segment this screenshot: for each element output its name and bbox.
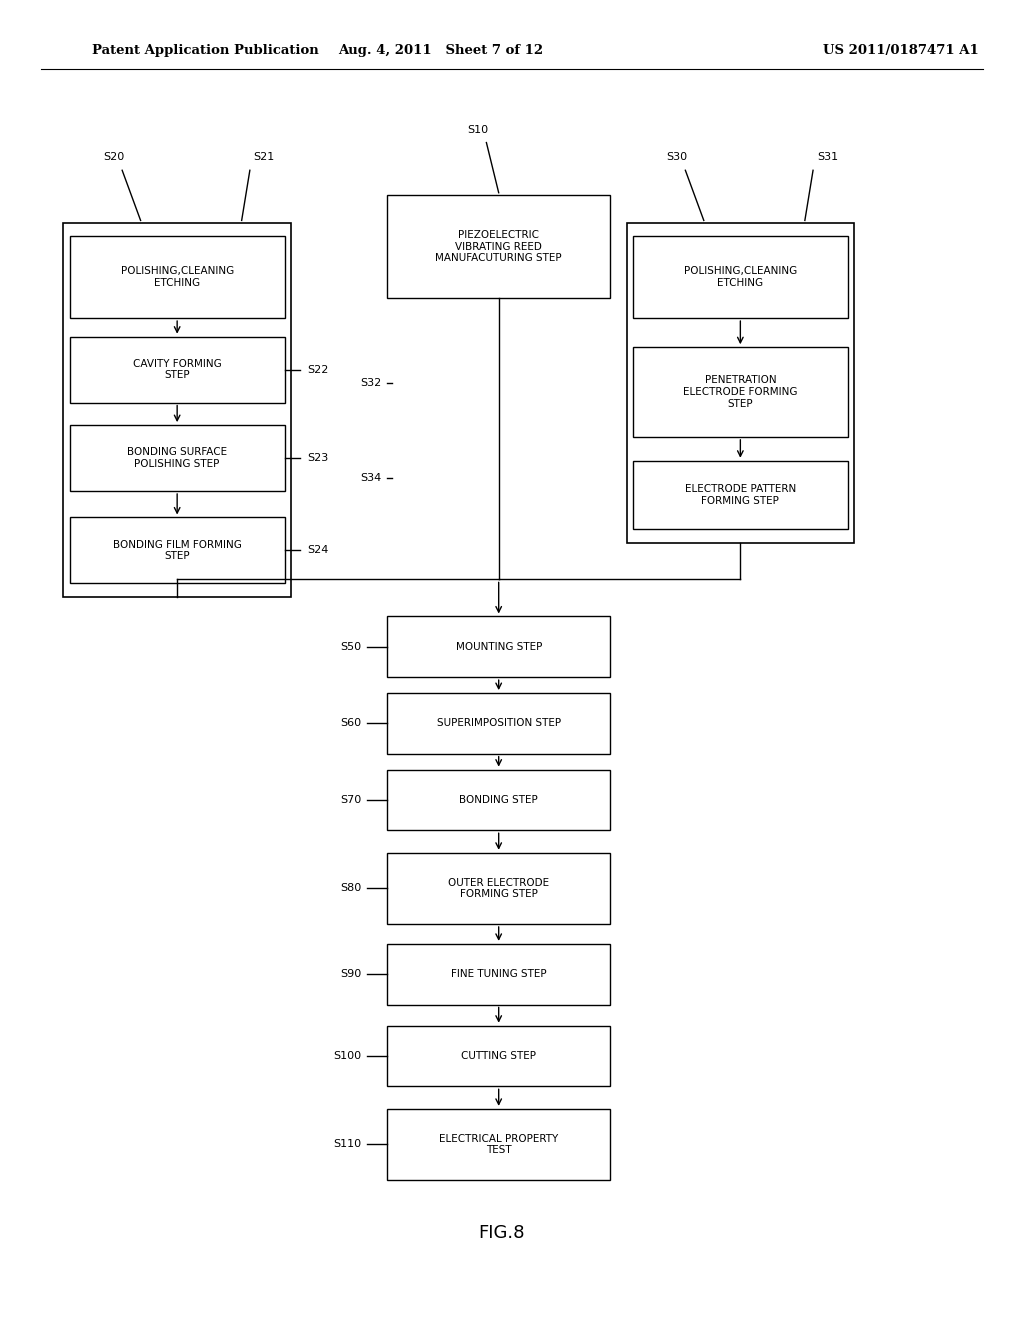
Text: S90: S90 [340, 969, 361, 979]
Text: PIEZOELECTRIC
VIBRATING REED
MANUFACUTURING STEP: PIEZOELECTRIC VIBRATING REED MANUFACUTUR… [435, 230, 562, 264]
Text: FIG.8: FIG.8 [478, 1224, 525, 1242]
Bar [633, 461, 848, 529]
Text: CAVITY FORMING
STEP: CAVITY FORMING STEP [133, 359, 221, 380]
Text: ELECTRODE PATTERN
FORMING STEP: ELECTRODE PATTERN FORMING STEP [685, 484, 796, 506]
Bar [387, 693, 610, 754]
Text: S70: S70 [340, 795, 361, 805]
Text: PENETRATION
ELECTRODE FORMING
STEP: PENETRATION ELECTRODE FORMING STEP [683, 375, 798, 409]
Text: Patent Application Publication: Patent Application Publication [92, 44, 318, 57]
Text: FINE TUNING STEP: FINE TUNING STEP [451, 969, 547, 979]
Text: S32: S32 [360, 378, 382, 388]
Bar [633, 347, 848, 437]
Text: Aug. 4, 2011   Sheet 7 of 12: Aug. 4, 2011 Sheet 7 of 12 [338, 44, 543, 57]
Bar [387, 616, 610, 677]
Text: S24: S24 [307, 545, 329, 556]
Bar [627, 223, 854, 543]
Bar [63, 223, 291, 597]
Bar [70, 517, 285, 583]
Text: BONDING STEP: BONDING STEP [460, 795, 538, 805]
Text: BONDING SURFACE
POLISHING STEP: BONDING SURFACE POLISHING STEP [127, 447, 227, 469]
Text: S20: S20 [103, 152, 125, 162]
Bar [387, 770, 610, 830]
Bar [70, 425, 285, 491]
Text: S110: S110 [334, 1139, 361, 1150]
Text: BONDING FILM FORMING
STEP: BONDING FILM FORMING STEP [113, 540, 242, 561]
Text: S22: S22 [307, 364, 329, 375]
Bar [387, 853, 610, 924]
Text: POLISHING,CLEANING
ETCHING: POLISHING,CLEANING ETCHING [684, 267, 797, 288]
Text: S10: S10 [468, 124, 488, 135]
Bar [70, 236, 285, 318]
Bar [387, 195, 610, 298]
Text: S31: S31 [817, 152, 838, 162]
Text: S60: S60 [340, 718, 361, 729]
Bar [387, 944, 610, 1005]
Text: S21: S21 [254, 152, 274, 162]
Text: S50: S50 [340, 642, 361, 652]
Text: S34: S34 [360, 473, 382, 483]
Text: POLISHING,CLEANING
ETCHING: POLISHING,CLEANING ETCHING [121, 267, 233, 288]
Text: S80: S80 [340, 883, 361, 894]
Text: ELECTRICAL PROPERTY
TEST: ELECTRICAL PROPERTY TEST [439, 1134, 558, 1155]
Text: CUTTING STEP: CUTTING STEP [461, 1051, 537, 1061]
Bar [70, 337, 285, 403]
Text: SUPERIMPOSITION STEP: SUPERIMPOSITION STEP [436, 718, 561, 729]
Text: MOUNTING STEP: MOUNTING STEP [456, 642, 542, 652]
Text: OUTER ELECTRODE
FORMING STEP: OUTER ELECTRODE FORMING STEP [449, 878, 549, 899]
Text: S30: S30 [667, 152, 688, 162]
Text: S23: S23 [307, 453, 329, 463]
Text: US 2011/0187471 A1: US 2011/0187471 A1 [823, 44, 979, 57]
Bar [387, 1026, 610, 1086]
Bar [633, 236, 848, 318]
Bar [387, 1109, 610, 1180]
Text: S100: S100 [334, 1051, 361, 1061]
